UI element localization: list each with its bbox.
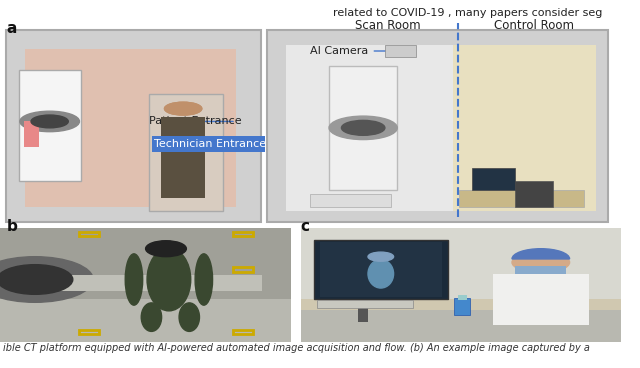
Circle shape xyxy=(20,111,79,132)
Bar xyxy=(385,45,416,57)
Bar xyxy=(493,274,589,325)
Circle shape xyxy=(342,120,385,135)
Circle shape xyxy=(164,102,202,115)
Bar xyxy=(460,190,584,207)
Bar xyxy=(0,299,291,342)
Bar xyxy=(317,300,413,308)
Circle shape xyxy=(368,252,394,261)
Circle shape xyxy=(145,241,186,257)
Bar xyxy=(358,308,368,322)
Ellipse shape xyxy=(195,254,212,305)
Circle shape xyxy=(329,116,397,139)
Bar xyxy=(161,117,205,198)
Bar xyxy=(301,228,621,302)
Bar xyxy=(35,275,262,291)
Ellipse shape xyxy=(368,259,394,288)
Bar xyxy=(79,330,99,334)
Bar xyxy=(161,117,205,198)
Text: b: b xyxy=(6,219,17,234)
Bar xyxy=(453,45,596,211)
Bar xyxy=(25,49,236,207)
Bar xyxy=(19,70,81,181)
Text: Patient Entrance: Patient Entrance xyxy=(149,116,242,127)
Text: c: c xyxy=(301,219,310,234)
Bar xyxy=(285,45,453,211)
Bar xyxy=(320,242,442,297)
Bar xyxy=(79,231,99,236)
Bar xyxy=(314,240,448,299)
Bar xyxy=(233,267,253,272)
Bar xyxy=(301,299,621,310)
Text: Control Room: Control Room xyxy=(494,19,574,32)
Bar xyxy=(233,231,253,236)
Text: Scan Room: Scan Room xyxy=(355,19,421,32)
Bar xyxy=(233,330,253,334)
Bar xyxy=(329,66,397,190)
Bar xyxy=(24,121,39,147)
Bar xyxy=(301,302,621,342)
Ellipse shape xyxy=(125,254,143,305)
Circle shape xyxy=(31,115,68,128)
Bar xyxy=(6,30,260,222)
Bar xyxy=(149,94,223,211)
Wedge shape xyxy=(512,249,570,259)
Circle shape xyxy=(0,265,73,294)
Bar xyxy=(454,298,470,315)
Bar xyxy=(267,30,609,222)
Bar xyxy=(458,296,467,300)
Text: a: a xyxy=(6,21,17,36)
Ellipse shape xyxy=(141,303,162,332)
Text: AI Camera: AI Camera xyxy=(310,46,397,56)
Circle shape xyxy=(512,252,570,273)
Circle shape xyxy=(164,102,202,115)
Circle shape xyxy=(0,257,93,302)
Bar xyxy=(515,181,552,207)
Bar xyxy=(152,137,265,152)
Text: related to COVID-19 , many papers consider seg: related to COVID-19 , many papers consid… xyxy=(333,8,602,18)
Ellipse shape xyxy=(179,303,200,332)
Bar xyxy=(515,266,566,274)
Bar xyxy=(0,228,64,342)
Bar xyxy=(310,194,391,207)
Bar xyxy=(472,169,515,190)
Bar xyxy=(493,299,557,308)
Bar xyxy=(0,228,291,299)
Text: Technician Entrance: Technician Entrance xyxy=(154,139,266,149)
Ellipse shape xyxy=(147,248,191,311)
Text: ible CT platform equipped with AI-powered automated image acquisition and flow. : ible CT platform equipped with AI-powere… xyxy=(3,343,590,353)
